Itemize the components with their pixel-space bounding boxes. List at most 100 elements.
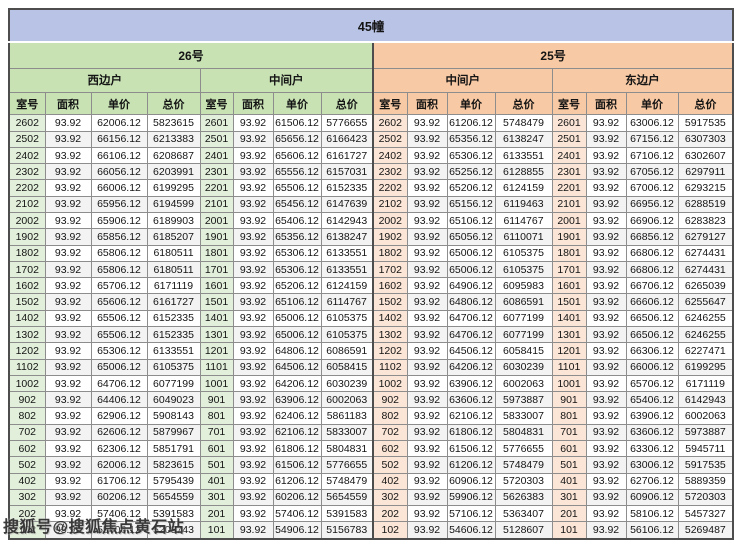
room-number-cell: 1602 (372, 277, 408, 295)
room-number-cell: 2002 (8, 212, 46, 230)
unit-price-cell: 64906.12 (446, 277, 496, 295)
room-number-cell: 1501 (199, 293, 234, 311)
area-cell: 93.92 (44, 146, 92, 165)
area-cell: 93.92 (44, 374, 92, 393)
room-number-cell: 801 (551, 407, 587, 425)
room-number-cell: 2401 (199, 146, 234, 165)
unit-price-cell: 60206.12 (90, 488, 148, 507)
unit-price-cell: 66506.12 (625, 326, 679, 344)
unit-price-cell: 65306.12 (90, 342, 148, 360)
table-row: 1202 93.92 65306.12 6133551 1201 93.92 64806.1… (8, 342, 734, 360)
area-cell: 93.92 (585, 179, 627, 197)
unit-price-cell: 61806.12 (272, 439, 322, 458)
unit-price-cell: 63906.12 (625, 407, 679, 425)
table-row: 2302 93.92 66056.12 6203991 2301 93.92 65556.1… (8, 163, 734, 181)
room-number-cell: 1201 (199, 342, 234, 360)
total-price-cell: 6119463 (494, 195, 553, 214)
area-cell: 93.92 (406, 260, 448, 279)
unit-price-cell: 65406.12 (625, 391, 679, 409)
column-header-room: 室号 (8, 91, 46, 116)
area-cell: 93.92 (232, 342, 274, 360)
room-number-cell: 1601 (199, 277, 234, 295)
total-price-cell: 6171119 (677, 374, 734, 393)
unit-price-cell: 65006.12 (446, 260, 496, 279)
unit-price-cell: 65656.12 (272, 130, 322, 148)
total-price-cell: 6180511 (146, 244, 201, 262)
total-price-cell: 5795439 (146, 472, 201, 490)
column-header-room: 室号 (199, 91, 234, 116)
total-price-cell: 5457327 (677, 505, 734, 523)
unit-price-cell: 65606.12 (90, 293, 148, 311)
area-cell: 93.92 (585, 488, 627, 507)
unit-price-cell: 65456.12 (272, 195, 322, 214)
total-price-cell: 5748479 (320, 472, 374, 490)
total-price-cell: 5804831 (494, 423, 553, 441)
unit-price-cell: 65006.12 (446, 244, 496, 262)
total-price-cell: 6077199 (494, 309, 553, 328)
table-row: 1302 93.92 65506.12 6152335 1301 93.92 65006.1… (8, 326, 734, 344)
unit-26-middle-header: 中间户 (199, 67, 374, 93)
area-cell: 93.92 (232, 326, 274, 344)
unit-price-cell: 57406.12 (272, 505, 322, 523)
unit-26-west-header: 西边户 (8, 67, 201, 93)
room-number-cell: 2002 (372, 212, 408, 230)
area-cell: 93.92 (44, 407, 92, 425)
table-row: 2002 93.92 65906.12 6189903 2001 93.92 65406.1… (8, 212, 734, 230)
area-cell: 93.92 (232, 163, 274, 181)
room-number-cell: 601 (551, 439, 587, 458)
unit-price-cell: 65256.12 (446, 163, 496, 181)
unit-price-cell: 65306.12 (272, 260, 322, 279)
unit-price-cell: 65506.12 (272, 179, 322, 197)
room-number-cell: 2402 (372, 146, 408, 165)
total-price-cell: 5917535 (677, 456, 734, 474)
room-number-cell: 1102 (372, 358, 408, 376)
room-number-cell: 2001 (551, 212, 587, 230)
total-price-cell: 5973887 (677, 423, 734, 441)
price-table: 45幢 26号 25号 西边户 中间户 中间户 东边户 室号 面积 单价 总价 室号 面积… (8, 8, 735, 540)
room-number-cell: 2201 (199, 179, 234, 197)
unit-price-cell: 61206.12 (446, 114, 496, 132)
area-cell: 93.92 (585, 407, 627, 425)
column-header-totalprice: 总价 (146, 91, 201, 116)
unit-price-cell: 66006.12 (625, 358, 679, 376)
room-number-cell: 1001 (551, 374, 587, 393)
area-cell: 93.92 (585, 293, 627, 311)
room-number-cell: 2202 (8, 179, 46, 197)
area-cell: 93.92 (44, 472, 92, 490)
unit-price-cell: 65406.12 (272, 212, 322, 230)
total-price-cell: 6095983 (494, 277, 553, 295)
room-number-cell: 2302 (372, 163, 408, 181)
unit-price-cell: 61506.12 (272, 456, 322, 474)
unit-price-cell: 65606.12 (272, 146, 322, 165)
room-number-cell: 101 (199, 521, 234, 540)
unit-price-cell: 65506.12 (90, 326, 148, 344)
area-cell: 93.92 (406, 130, 448, 148)
unit-price-cell: 65906.12 (90, 212, 148, 230)
area-cell: 93.92 (585, 309, 627, 328)
table-row: 1502 93.92 65606.12 6161727 1501 93.92 65106.1… (8, 293, 734, 311)
total-price-cell: 6199295 (146, 179, 201, 197)
total-price-cell: 6189903 (146, 212, 201, 230)
room-number-cell: 302 (372, 488, 408, 507)
unit-price-cell: 65306.12 (446, 146, 496, 165)
total-price-cell: 6161727 (146, 293, 201, 311)
total-price-cell: 5748479 (494, 456, 553, 474)
unit-price-cell: 62406.12 (272, 407, 322, 425)
total-price-cell: 6114767 (320, 293, 374, 311)
room-number-cell: 601 (199, 439, 234, 458)
area-cell: 93.92 (406, 342, 448, 360)
total-price-cell: 5945711 (677, 439, 734, 458)
area-cell: 93.92 (585, 358, 627, 376)
building-header-row: 26号 25号 (8, 41, 734, 69)
room-number-cell: 2301 (551, 163, 587, 181)
total-price-cell: 6138247 (494, 130, 553, 148)
area-cell: 93.92 (406, 114, 448, 132)
area-cell: 93.92 (585, 391, 627, 409)
total-price-cell: 6203991 (146, 163, 201, 181)
unit-price-cell: 62306.12 (90, 439, 148, 458)
unit-price-cell: 65706.12 (90, 277, 148, 295)
room-number-cell: 502 (372, 456, 408, 474)
unit-price-cell: 58106.12 (625, 505, 679, 523)
room-number-cell: 101 (551, 521, 587, 540)
area-cell: 93.92 (232, 212, 274, 230)
